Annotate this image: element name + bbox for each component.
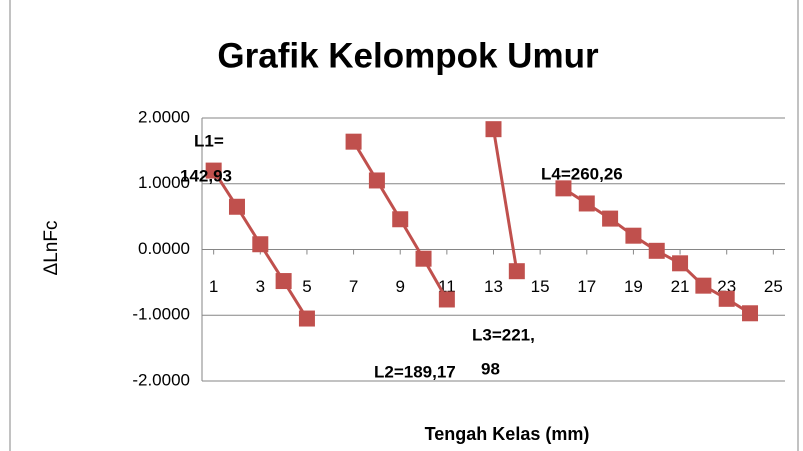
y-tick-label: 2.0000 bbox=[138, 107, 190, 126]
annotation: L3=221, bbox=[472, 325, 535, 344]
x-tick-label: 19 bbox=[624, 277, 643, 296]
x-axis-title: Tengah Kelas (mm) bbox=[425, 424, 590, 444]
marker bbox=[602, 210, 619, 227]
annotation: L2=189,17 bbox=[374, 362, 456, 381]
marker bbox=[695, 277, 712, 294]
annotation: 98 bbox=[481, 359, 500, 378]
y-tick-label: 1.0000 bbox=[138, 173, 190, 192]
y-tick-label: 0.0000 bbox=[138, 239, 190, 258]
marker bbox=[648, 242, 665, 259]
y-tick-label: -1.0000 bbox=[132, 305, 190, 324]
marker bbox=[578, 195, 595, 212]
marker bbox=[438, 291, 455, 308]
marker bbox=[508, 263, 525, 280]
x-tick-label: 7 bbox=[349, 277, 358, 296]
marker bbox=[298, 310, 315, 327]
y-tick-label: -2.0000 bbox=[132, 370, 190, 389]
marker bbox=[555, 180, 572, 197]
marker bbox=[672, 255, 689, 272]
chart-title: Grafik Kelompok Umur bbox=[217, 36, 599, 75]
x-tick-label: 17 bbox=[577, 277, 596, 296]
marker bbox=[368, 172, 385, 189]
annotation: 142,93 bbox=[180, 166, 232, 185]
y-axis-title: ΔLnFc bbox=[41, 221, 62, 276]
x-tick-label: 9 bbox=[395, 277, 404, 296]
x-tick-label: 5 bbox=[302, 277, 311, 296]
marker bbox=[345, 133, 362, 150]
x-tick-label: 13 bbox=[484, 277, 503, 296]
marker bbox=[205, 162, 222, 179]
x-tick-label: 3 bbox=[256, 277, 265, 296]
marker bbox=[625, 227, 642, 244]
marker bbox=[742, 305, 759, 322]
series-line bbox=[492, 128, 519, 272]
marker bbox=[485, 121, 502, 138]
x-tick-label: 1 bbox=[209, 277, 218, 296]
marker bbox=[718, 290, 735, 307]
annotation: L4=260,26 bbox=[541, 164, 623, 183]
x-tick-label: 15 bbox=[531, 277, 550, 296]
x-tick-label: 21 bbox=[671, 277, 690, 296]
x-tick-label: 25 bbox=[764, 277, 783, 296]
annotation: L1= bbox=[194, 131, 224, 150]
marker bbox=[415, 250, 432, 267]
marker bbox=[275, 273, 292, 290]
marker bbox=[228, 198, 245, 215]
marker bbox=[252, 236, 269, 253]
marker bbox=[392, 211, 409, 228]
